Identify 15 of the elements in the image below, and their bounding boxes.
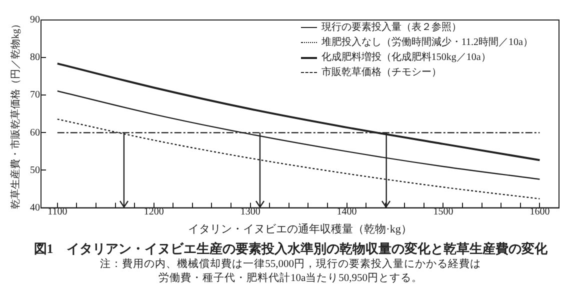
legend-label: 化成肥料増投（化成肥料150kg／10a） [321,50,491,65]
legend-label: 堆肥投入なし（労働時間減少・11.2時間／10a） [321,36,533,50]
y-tick-label: 90 [30,14,40,26]
text: 注：費用の内、機械償却費は一律55,000円，現行の要素投入量にかかる経費は [99,258,482,272]
text: 労働費・種子代・肥料代計10a当たり50,950円とする。 [157,272,424,286]
legend-label: 市販乾草価格（チモシー） [321,66,442,80]
x-axis-title: イタリン・イヌビエの通年収穫量（乾物·kg） [188,222,412,236]
text: 図1 イタリアン・イヌビエ生産の要素投入水準別の乾物収量の変化と乾草生産費の変化 [32,240,548,258]
y-tick-label: 60 [30,127,40,138]
legend-label: 現行の要素投入量（表２参照） [321,20,462,35]
y-tick-label: 70 [30,90,40,101]
y-tick-label: 40 [30,202,40,214]
y-tick-label: 80 [30,52,40,64]
y-tick-label: 50 [30,164,40,176]
y-axis-title: 乾草生産費・市販乾草価格（円／乾物kg） [10,18,22,209]
